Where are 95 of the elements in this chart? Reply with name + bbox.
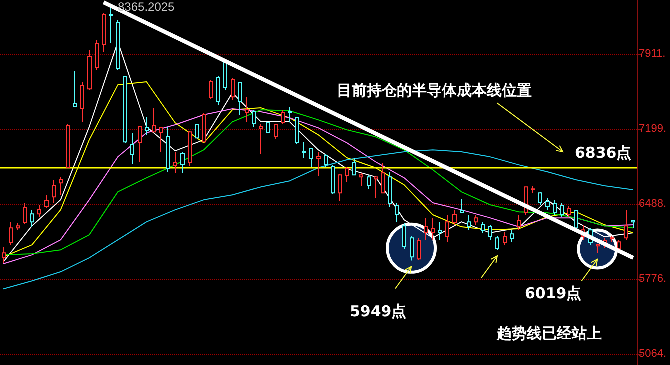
candlestick — [180, 151, 185, 174]
y-tick-label: 7199. — [639, 123, 667, 136]
candlestick — [495, 236, 499, 251]
candlestick — [202, 112, 206, 143]
candlestick — [596, 244, 600, 254]
candlestick — [338, 174, 342, 202]
candlestick — [231, 77, 235, 101]
annotation: 5949点 — [350, 302, 407, 320]
candlestick — [159, 126, 163, 152]
candlestick — [367, 174, 371, 190]
annotation: 8365.2025 — [118, 0, 176, 14]
y-tick-label: 5064. — [639, 348, 667, 360]
candlestick — [467, 214, 471, 231]
candlestick — [295, 116, 299, 145]
candlestick — [73, 70, 77, 108]
candlestick — [245, 96, 249, 123]
candlestick — [316, 151, 321, 177]
candlestick — [431, 218, 435, 241]
candlestick — [488, 224, 492, 241]
candlestick — [95, 40, 99, 70]
candlestick — [188, 130, 192, 167]
annotation: 6019点 — [525, 284, 582, 302]
candlestick — [417, 238, 421, 261]
candlestick — [130, 132, 134, 164]
candlestick — [173, 151, 177, 174]
candlestick — [410, 236, 414, 262]
candlestick — [567, 206, 571, 218]
candlestick — [424, 218, 428, 241]
candlestick — [474, 214, 478, 226]
candlestick — [195, 124, 199, 139]
candlestick — [560, 202, 564, 218]
candlestick — [30, 210, 34, 228]
candlestick — [166, 126, 170, 173]
candlestick — [80, 82, 84, 123]
candlestick — [395, 202, 399, 223]
line-series — [3, 82, 634, 258]
candlestick — [538, 192, 542, 206]
candlestick — [460, 198, 464, 214]
candlestick — [2, 246, 6, 264]
candlestick — [145, 116, 149, 136]
candlestick — [252, 110, 256, 128]
candlestick — [209, 80, 213, 100]
candlestick — [553, 200, 557, 216]
candlestick — [388, 172, 392, 208]
candlestick — [445, 214, 449, 243]
candlestick — [109, 6, 113, 44]
candlestick — [44, 194, 49, 209]
candlestick — [545, 198, 550, 211]
candlestick — [59, 176, 63, 196]
candlestick — [281, 110, 285, 125]
candlestick — [274, 124, 278, 140]
candlestick — [138, 126, 142, 162]
candlestick — [381, 162, 385, 194]
candlestick — [16, 222, 20, 231]
y-tick-label: 6488. — [639, 198, 667, 210]
y-tick-label: 7911. — [639, 48, 666, 60]
candlestick — [374, 176, 378, 199]
candlestick — [503, 232, 507, 246]
candlestick — [517, 214, 521, 231]
y-tick-label: 5776. — [639, 272, 667, 285]
candlestick — [510, 230, 514, 243]
candlestick — [288, 106, 292, 123]
candlestick — [352, 157, 356, 176]
candlestick — [9, 222, 13, 246]
candlestick — [123, 75, 127, 144]
candlestick — [116, 20, 120, 70]
candlestick — [481, 222, 485, 234]
candlestick — [266, 122, 270, 134]
candlestick — [216, 75, 220, 106]
annotation: 6836点 — [575, 144, 632, 162]
candlestick — [438, 222, 442, 241]
candlestick — [324, 153, 328, 168]
candlestick — [531, 186, 535, 194]
candlestick — [37, 204, 41, 218]
candlestick — [610, 236, 614, 243]
candlestick — [238, 82, 242, 116]
candlestick — [345, 166, 349, 183]
candlestick — [624, 210, 628, 241]
candlestick — [309, 148, 313, 168]
candlestick — [617, 240, 621, 251]
candlestick — [52, 180, 56, 204]
candlestick — [152, 108, 156, 133]
candlestick — [331, 164, 335, 195]
candlestick — [259, 124, 263, 154]
candlestick — [402, 222, 406, 250]
candlestick — [87, 49, 92, 91]
candlestick — [302, 142, 306, 158]
candlestick — [66, 124, 70, 169]
candlestick — [359, 172, 363, 187]
candlestick — [631, 220, 635, 229]
annotation: 趋势线已经站上 — [496, 324, 602, 342]
annotation: 目前持仓的半导体成本线位置 — [337, 82, 532, 100]
candlestick — [452, 210, 457, 226]
candlestick — [102, 12, 106, 52]
candlestick — [23, 202, 27, 225]
